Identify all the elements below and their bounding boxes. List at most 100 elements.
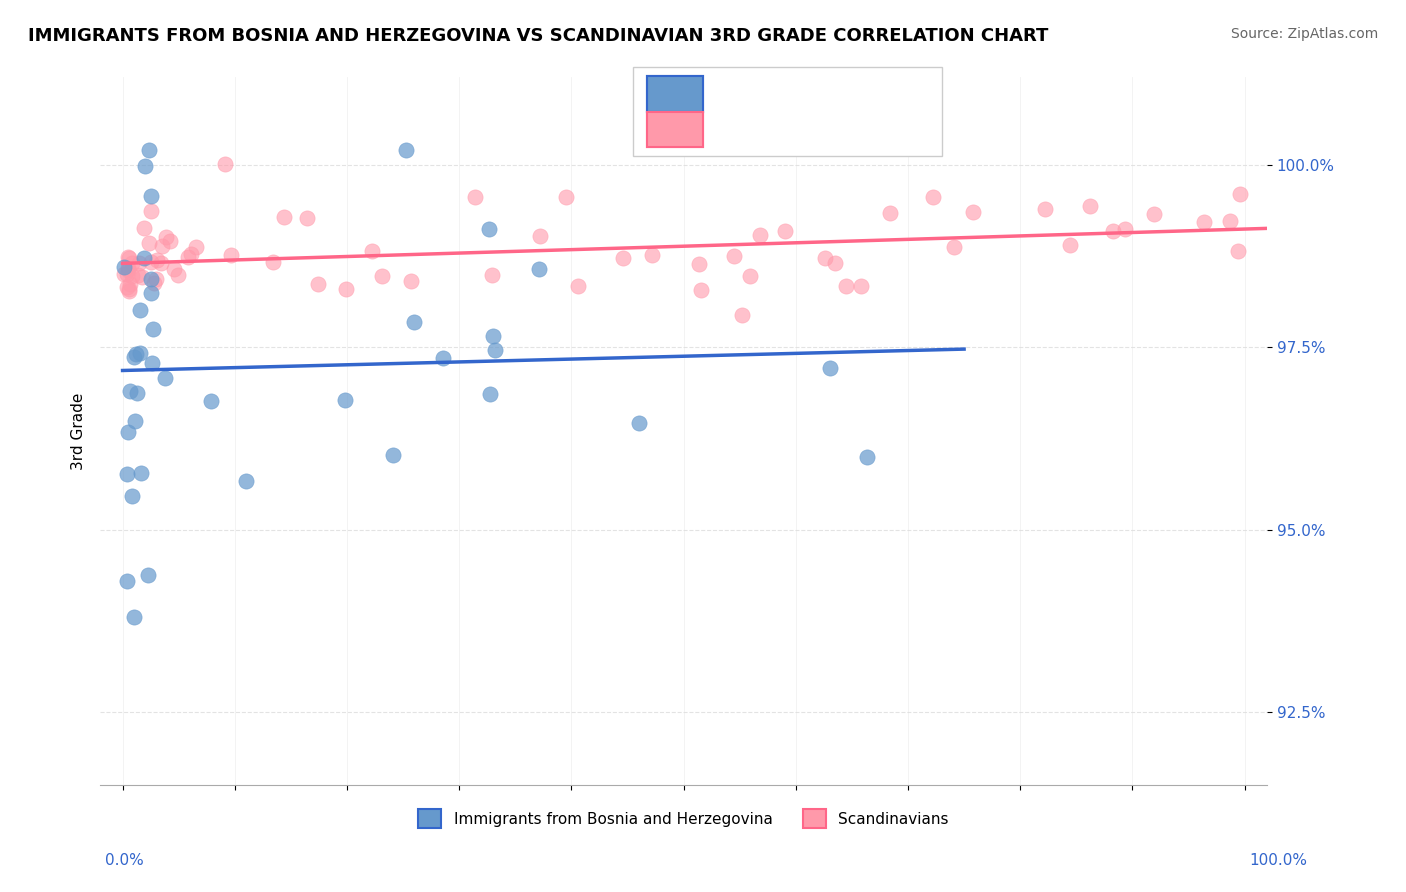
Point xyxy=(464,190,486,204)
Point xyxy=(640,247,662,261)
Point xyxy=(529,229,551,244)
Text: 0.0%: 0.0% xyxy=(105,854,145,868)
Point xyxy=(1143,206,1166,220)
Point xyxy=(163,262,186,277)
Point xyxy=(117,280,139,294)
Text: 100.0%: 100.0% xyxy=(1250,854,1308,868)
Point xyxy=(142,276,165,290)
Point xyxy=(688,257,710,271)
Y-axis label: 3rd Grade: 3rd Grade xyxy=(72,392,86,470)
Point xyxy=(131,270,153,285)
Point xyxy=(153,371,176,385)
Point xyxy=(159,234,181,248)
Point xyxy=(482,329,505,343)
Point xyxy=(856,450,879,465)
Point xyxy=(773,224,796,238)
Point xyxy=(115,267,138,281)
Point xyxy=(118,251,141,265)
Point xyxy=(1229,186,1251,201)
Point xyxy=(139,272,162,286)
Point xyxy=(200,393,222,408)
Point xyxy=(627,417,650,431)
Point xyxy=(124,414,146,428)
Point xyxy=(150,239,173,253)
Point xyxy=(115,574,138,588)
Point xyxy=(731,308,754,322)
Point xyxy=(748,227,770,242)
Point xyxy=(122,351,145,365)
Point xyxy=(478,222,501,236)
Point xyxy=(129,466,152,480)
Point xyxy=(738,269,761,284)
Point xyxy=(835,278,858,293)
Point xyxy=(404,315,426,329)
Point xyxy=(221,248,243,262)
Point xyxy=(180,247,202,261)
Text: Source: ZipAtlas.com: Source: ZipAtlas.com xyxy=(1230,27,1378,41)
Point xyxy=(117,250,139,264)
Point xyxy=(117,285,139,299)
Point xyxy=(333,393,356,408)
Point xyxy=(814,251,837,265)
Point xyxy=(1101,224,1123,238)
Point xyxy=(132,251,155,265)
Point xyxy=(481,268,503,282)
Point xyxy=(118,282,141,296)
Point xyxy=(371,268,394,283)
Point xyxy=(723,249,745,263)
Point xyxy=(141,285,163,300)
Point xyxy=(120,277,142,291)
Point xyxy=(167,268,190,282)
Point xyxy=(381,448,404,462)
Point xyxy=(141,356,163,370)
Point xyxy=(262,255,284,269)
Point xyxy=(150,256,173,270)
Point xyxy=(273,210,295,224)
Point xyxy=(112,267,135,281)
Point xyxy=(295,211,318,226)
Point xyxy=(138,568,160,582)
Point xyxy=(134,159,156,173)
Point xyxy=(139,255,162,269)
Point xyxy=(146,253,169,268)
Point xyxy=(132,221,155,235)
Point xyxy=(235,475,257,489)
Point xyxy=(128,346,150,360)
Point xyxy=(690,283,713,297)
Point xyxy=(484,343,506,358)
Point xyxy=(478,386,501,401)
Point xyxy=(184,240,207,254)
Point xyxy=(177,250,200,264)
Point xyxy=(117,260,139,275)
Point xyxy=(127,268,149,282)
Point xyxy=(879,205,901,219)
Point xyxy=(141,203,163,218)
Point xyxy=(818,360,841,375)
Point xyxy=(824,256,846,270)
Point xyxy=(1080,198,1102,212)
Point xyxy=(120,384,142,398)
Point xyxy=(155,229,177,244)
Point xyxy=(567,278,589,293)
Point xyxy=(1194,215,1216,229)
Point xyxy=(127,385,149,400)
Point xyxy=(335,282,357,296)
Point xyxy=(1033,202,1056,216)
Legend: Immigrants from Bosnia and Herzegovina, Scandinavians: Immigrants from Bosnia and Herzegovina, … xyxy=(412,803,955,834)
Point xyxy=(122,609,145,624)
Point xyxy=(121,256,143,270)
Point xyxy=(138,235,160,250)
Point xyxy=(128,256,150,270)
Point xyxy=(1114,222,1136,236)
Point xyxy=(432,351,454,365)
Point xyxy=(145,272,167,286)
Point xyxy=(117,425,139,440)
Point xyxy=(138,144,160,158)
Point xyxy=(962,205,984,219)
Point xyxy=(115,467,138,481)
Text: R = 0.230   N = 39: R = 0.230 N = 39 xyxy=(717,91,912,109)
Point xyxy=(612,252,634,266)
Point xyxy=(1226,244,1249,258)
Point xyxy=(142,322,165,336)
Point xyxy=(395,144,418,158)
